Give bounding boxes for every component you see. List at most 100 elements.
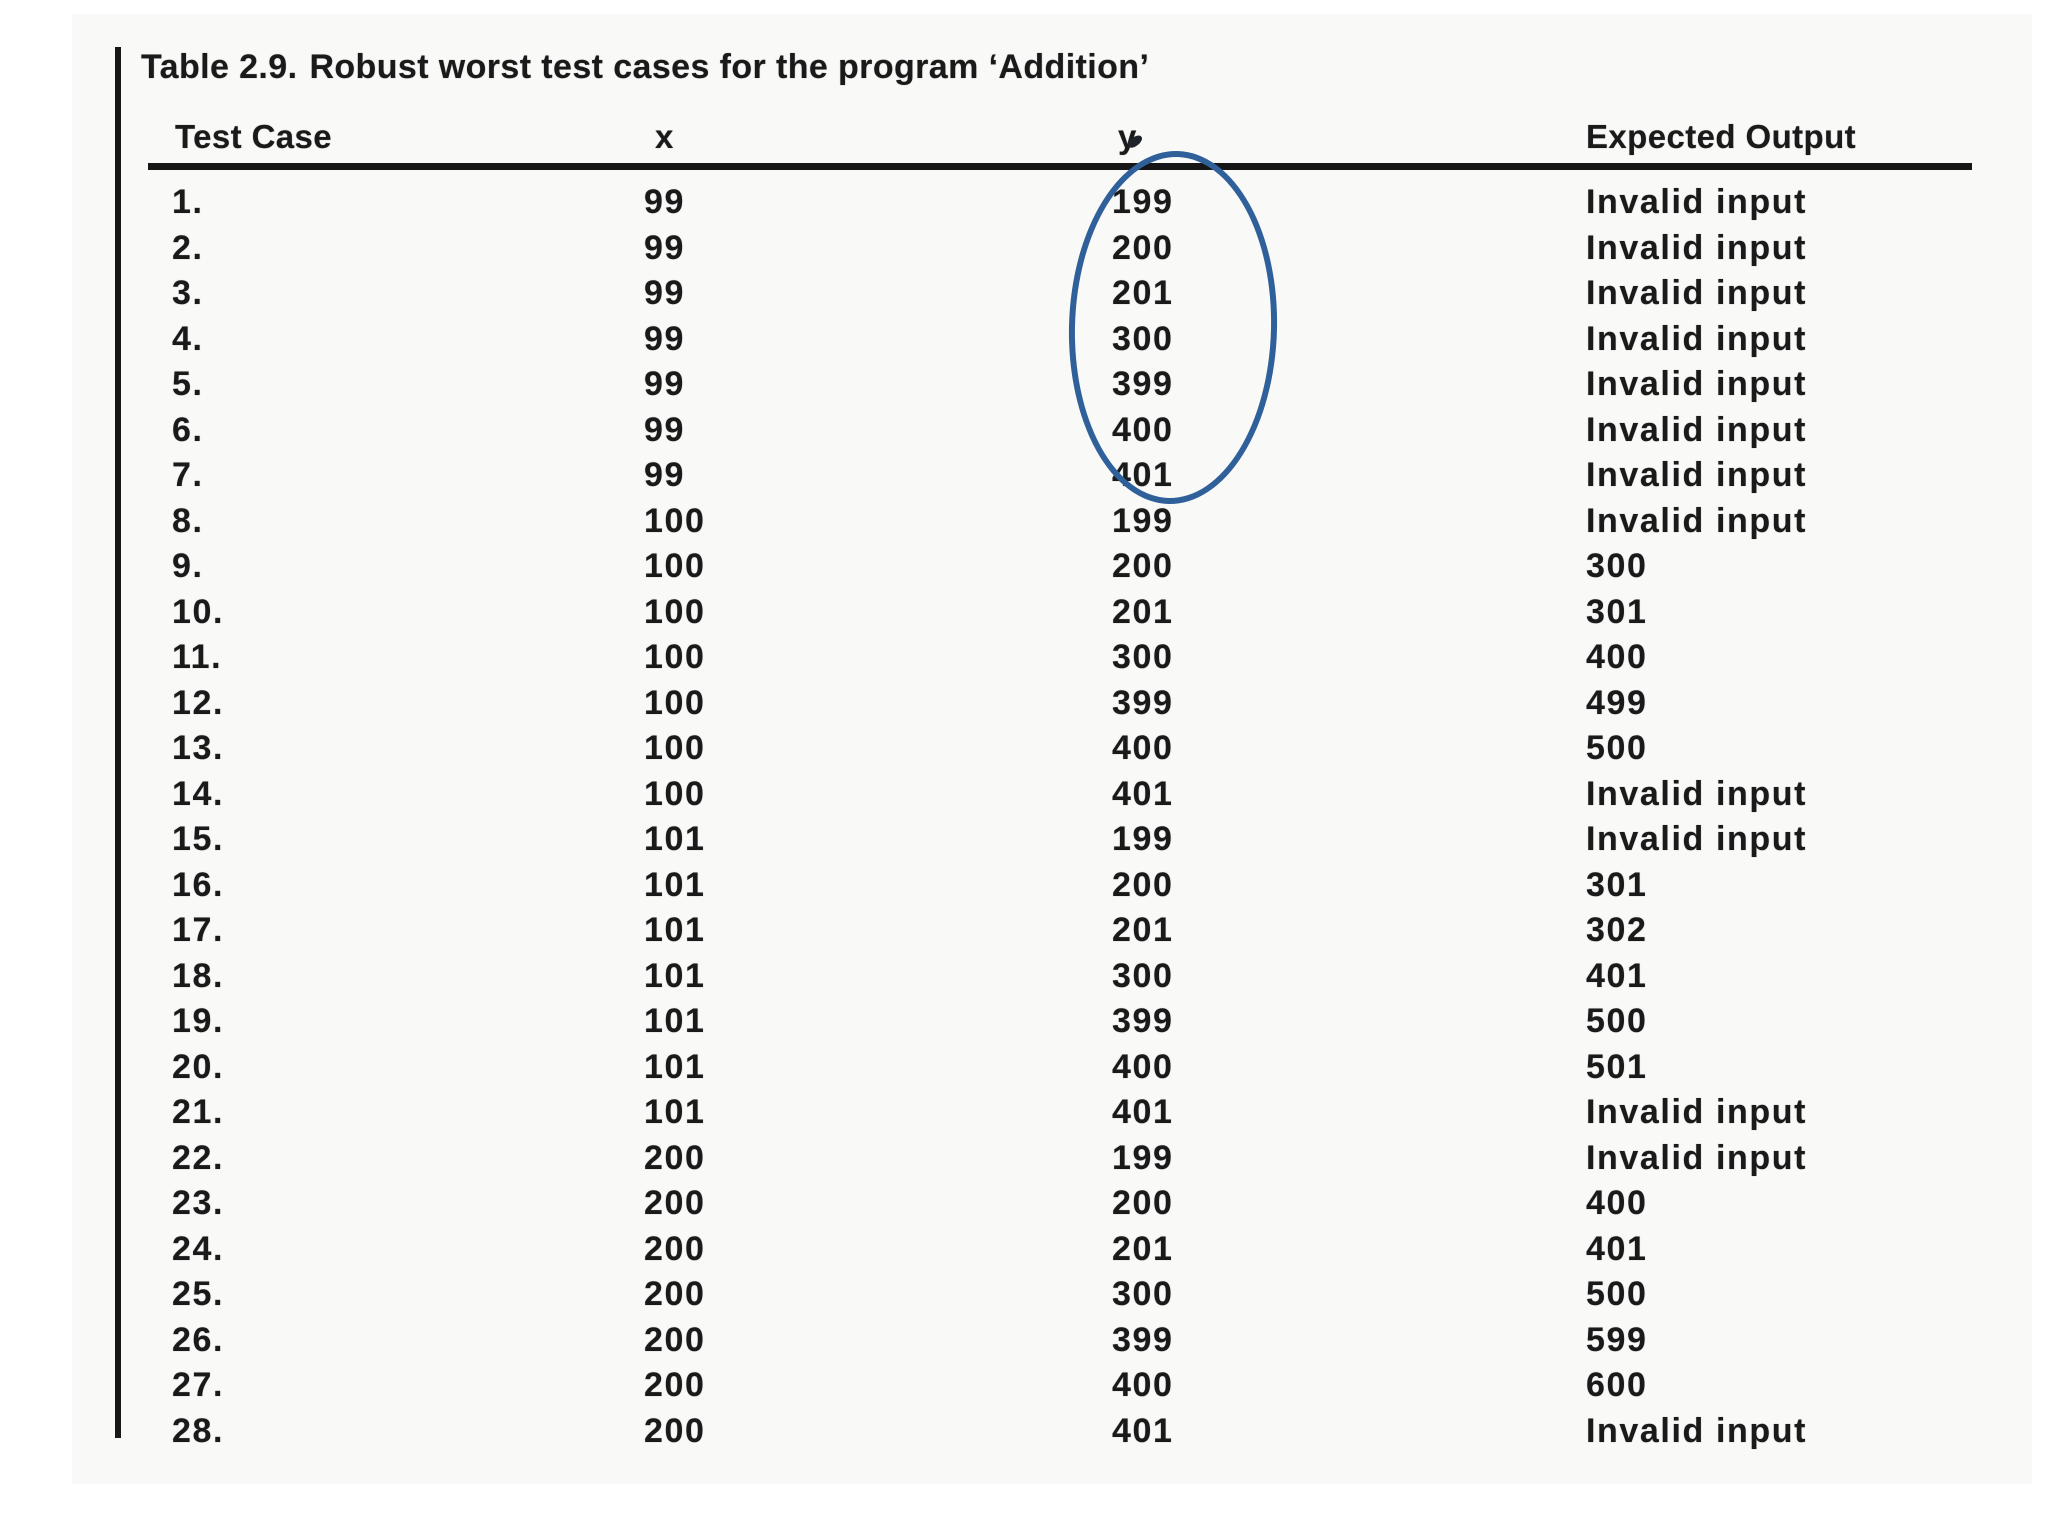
cell-expected-output: Invalid input xyxy=(1586,1138,1808,1177)
cell-y: 200 xyxy=(1112,1184,1174,1222)
cell-x: 200 xyxy=(644,1320,706,1359)
table-row: 26. 200 399 599 xyxy=(0,1318,2048,1364)
table-row: 18. 101 300 401 xyxy=(0,954,2048,1000)
cell-expected-output: 301 xyxy=(1586,592,1648,631)
cell-y: 401 xyxy=(1112,1093,1174,1131)
cell-x: 200 xyxy=(644,1229,706,1268)
cell-y: 399 xyxy=(1112,365,1174,403)
table-row: 22. 200 199 Invalid input xyxy=(0,1136,2048,1182)
cell-test-case: 24. xyxy=(172,1229,225,1268)
table-row: 21. 101 401 Invalid input xyxy=(0,1090,2048,1136)
cell-y: 399 xyxy=(1112,683,1174,722)
cell-y: 201 xyxy=(1112,592,1174,631)
cell-x: 100 xyxy=(644,547,706,585)
cell-test-case: 20. xyxy=(172,1047,225,1086)
cell-test-case: 11. xyxy=(172,638,223,676)
cell-x: 99 xyxy=(644,365,686,403)
cell-test-case: 21. xyxy=(172,1093,225,1131)
cell-test-case: 23. xyxy=(172,1184,225,1222)
cell-expected-output: Invalid input xyxy=(1586,228,1808,267)
cell-x: 100 xyxy=(644,683,706,722)
cell-x: 100 xyxy=(644,774,706,813)
cell-x: 101 xyxy=(644,820,706,858)
table-row: 14. 100 401 Invalid input xyxy=(0,772,2048,818)
table-number: Table 2.9. xyxy=(141,48,298,86)
cell-test-case: 19. xyxy=(172,1002,225,1040)
cell-test-case: 17. xyxy=(172,911,225,949)
table-row: 19. 101 399 500 xyxy=(0,999,2048,1045)
table-row: 7. 99 401 Invalid input xyxy=(0,453,2048,499)
cell-y: 399 xyxy=(1112,1002,1174,1040)
table-row: 4. 99 300 Invalid input xyxy=(0,317,2048,363)
table-row: 24. 200 201 401 xyxy=(0,1227,2048,1273)
cell-expected-output: 300 xyxy=(1586,547,1648,585)
cell-test-case: 9. xyxy=(172,547,204,585)
cell-x: 200 xyxy=(644,1275,706,1313)
cell-y: 400 xyxy=(1112,1366,1174,1404)
table-caption-text: Robust worst test cases for the program … xyxy=(309,48,1150,86)
cell-x: 100 xyxy=(644,501,706,540)
cell-x: 200 xyxy=(644,1184,706,1222)
table-row: 9. 100 200 300 xyxy=(0,544,2048,590)
left-margin-rule xyxy=(115,47,121,1438)
cell-y: 300 xyxy=(1112,638,1174,676)
cell-test-case: 16. xyxy=(172,865,225,904)
table-row: 28. 200 401 Invalid input xyxy=(0,1409,2048,1455)
cell-expected-output: 401 xyxy=(1586,956,1648,995)
table-row: 23. 200 200 400 xyxy=(0,1181,2048,1227)
table-caption: Table 2.9. Robust worst test cases for th… xyxy=(141,48,1149,87)
table-row: 10. 100 201 301 xyxy=(0,590,2048,636)
table-row: 25. 200 300 500 xyxy=(0,1272,2048,1318)
cell-test-case: 18. xyxy=(172,956,225,995)
cell-expected-output: 600 xyxy=(1586,1366,1648,1404)
cell-test-case: 14. xyxy=(172,774,225,813)
table-row: 27. 200 400 600 xyxy=(0,1363,2048,1409)
cell-x: 99 xyxy=(644,228,686,267)
cell-test-case: 12. xyxy=(172,683,225,722)
cell-test-case: 6. xyxy=(172,410,204,449)
cell-test-case: 22. xyxy=(172,1138,225,1177)
table-row: 11. 100 300 400 xyxy=(0,635,2048,681)
cell-y: 201 xyxy=(1112,1229,1174,1268)
cell-expected-output: Invalid input xyxy=(1586,365,1808,403)
cell-test-case: 8. xyxy=(172,501,204,540)
cell-x: 101 xyxy=(644,956,706,995)
cell-x: 101 xyxy=(644,1002,706,1040)
cell-expected-output: Invalid input xyxy=(1586,456,1808,494)
cell-y: 400 xyxy=(1112,1047,1174,1086)
cell-y: 401 xyxy=(1112,1411,1174,1450)
column-header-expected-output: Expected Output xyxy=(1586,118,1857,155)
cell-x: 200 xyxy=(644,1138,706,1177)
cell-x: 200 xyxy=(644,1366,706,1404)
table-row: 20. 101 400 501 xyxy=(0,1045,2048,1091)
cell-expected-output: 302 xyxy=(1586,911,1648,949)
table-row: 17. 101 201 302 xyxy=(0,908,2048,954)
cell-y: 199 xyxy=(1112,501,1174,540)
cell-x: 99 xyxy=(644,319,686,358)
cell-x: 100 xyxy=(644,592,706,631)
cell-test-case: 3. xyxy=(172,274,204,312)
cell-y: 200 xyxy=(1112,547,1174,585)
cell-y: 200 xyxy=(1112,228,1174,267)
cell-expected-output: 500 xyxy=(1586,1275,1648,1313)
column-header-x: x xyxy=(655,118,674,155)
cell-x: 99 xyxy=(644,456,686,494)
cell-test-case: 28. xyxy=(172,1411,225,1450)
table-row: 16. 101 200 301 xyxy=(0,863,2048,909)
cell-y: 399 xyxy=(1112,1320,1174,1359)
table-row: 13. 100 400 500 xyxy=(0,726,2048,772)
cell-test-case: 5. xyxy=(172,365,204,403)
table-row: 15. 101 199 Invalid input xyxy=(0,817,2048,863)
cell-y: 401 xyxy=(1112,456,1174,494)
cell-test-case: 10. xyxy=(172,592,225,631)
cell-expected-output: Invalid input xyxy=(1586,274,1808,312)
cell-expected-output: Invalid input xyxy=(1586,820,1808,858)
cell-test-case: 25. xyxy=(172,1275,225,1313)
cell-y: 300 xyxy=(1112,319,1174,358)
cell-y: 201 xyxy=(1112,274,1174,312)
cell-x: 101 xyxy=(644,865,706,904)
cell-y: 199 xyxy=(1112,1138,1174,1177)
table-row: 1. 99 199 Invalid input xyxy=(0,180,2048,226)
